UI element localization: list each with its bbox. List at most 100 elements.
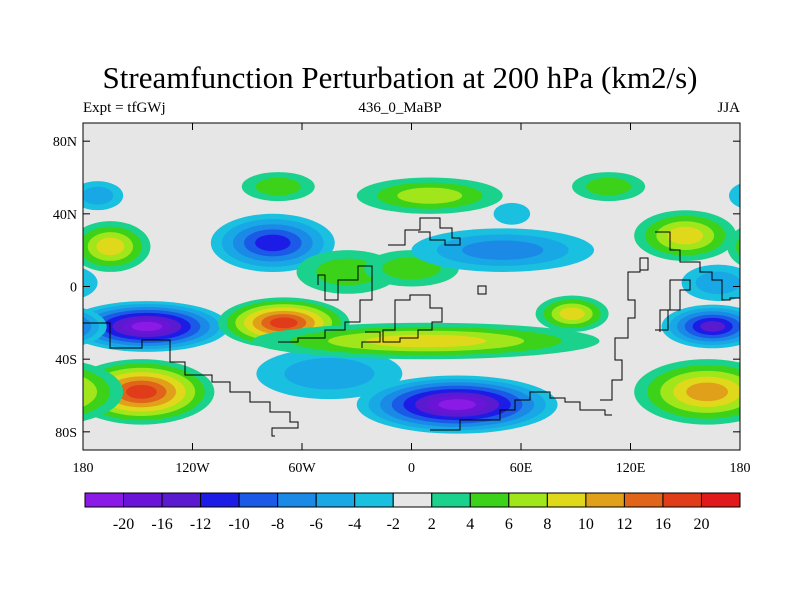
contour-band (438, 399, 476, 410)
colorbar-swatch (84, 492, 125, 508)
plot-title: Streamfunction Perturbation at 200 hPa (… (102, 60, 698, 95)
colorbar-label: -8 (271, 516, 284, 533)
contour-band (745, 232, 790, 261)
contour-band (83, 268, 98, 298)
colorbar-label: 2 (428, 516, 436, 533)
lon-tick-label: 60W (288, 461, 316, 476)
contour-band (686, 382, 729, 402)
lat-tick-label: 0 (70, 281, 77, 296)
experiment-label: Expt = tfGWj (83, 100, 166, 116)
contour-band (586, 177, 632, 196)
colorbar: -20 -16 -12 -10 -8 -6 -4 -2 2 4 6 8 10 12 16 20 (84, 492, 741, 533)
island-2 (639, 257, 649, 271)
colorbar-label: -16 (151, 516, 172, 533)
contour-band (738, 192, 740, 199)
contour-band (695, 271, 740, 295)
contour-band (789, 322, 800, 331)
contour-band (729, 183, 740, 208)
contour-band (269, 317, 298, 329)
contour-band (83, 324, 84, 329)
contour-band (754, 372, 800, 412)
colorbar-swatch (585, 492, 625, 508)
coastline-east-3 (655, 279, 691, 332)
colorbar-label: 20 (693, 516, 709, 533)
colorbar-label: 12 (616, 516, 632, 533)
lon-tick-label: 120E (616, 461, 646, 476)
coastline-africa (361, 331, 381, 348)
contour-band (760, 313, 800, 340)
contour-band (0, 221, 57, 250)
colorbar-label: 4 (466, 516, 474, 533)
contour-band (365, 334, 487, 348)
lat-tick-label: 80N (53, 135, 77, 150)
case-label: 436_0_MaBP (358, 100, 442, 116)
colorbar-swatch (431, 492, 471, 508)
lon-tick-label: 180 (730, 461, 751, 476)
contour-band (10, 227, 46, 245)
contour-band (753, 238, 781, 256)
coastline-europe (382, 294, 443, 343)
contour-band (83, 376, 98, 407)
contour-band (741, 307, 800, 346)
contour-band (397, 187, 463, 204)
colorbar-swatch (662, 492, 702, 508)
colorbar-label: -4 (348, 516, 361, 533)
continent-outlines (83, 217, 740, 437)
contour-band (131, 321, 163, 332)
contour-band (745, 368, 800, 416)
contour-band (255, 177, 301, 196)
contour-band (559, 307, 585, 321)
colorbar-swatch (546, 492, 587, 508)
contour-band (783, 385, 800, 399)
contour-band (700, 321, 726, 332)
colorbar-swatch (469, 492, 510, 508)
lat-tick-label: 40N (53, 208, 77, 223)
map-axes: 80N 40N 0 40S 80S 180 120W 60W 0 60E 120E 180 (53, 123, 751, 476)
contour-band (36, 318, 76, 335)
contour-band (284, 358, 375, 390)
colorbar-swatch (508, 492, 548, 508)
colorbar-label: -20 (113, 516, 134, 533)
contour-band (83, 388, 85, 396)
contour-band (96, 237, 125, 256)
colorbar-label: -12 (190, 516, 211, 533)
contour-band (769, 316, 800, 337)
lon-tick-label: 180 (73, 461, 94, 476)
contour-band (255, 234, 291, 252)
contour-band (667, 226, 704, 245)
colorbar-label: 8 (543, 516, 551, 533)
coastline-central-america (278, 265, 373, 343)
colorbar-swatch (315, 492, 356, 508)
contour-band (779, 319, 800, 334)
contour-band (83, 316, 92, 337)
contour-field (0, 172, 800, 434)
contour-band (382, 257, 441, 280)
colorbar-label: 6 (505, 516, 513, 533)
colorbar-label: 16 (655, 516, 671, 533)
contour-band (43, 321, 68, 332)
colorbar-label: 10 (578, 516, 594, 533)
coastline-east (600, 262, 641, 401)
island-1 (477, 285, 487, 295)
contour-band (316, 258, 380, 286)
colorbar-swatch (123, 492, 163, 508)
colorbar-swatch (161, 492, 202, 508)
contour-band (764, 376, 800, 407)
coastline-north (388, 217, 461, 246)
colorbar-swatch (238, 492, 279, 508)
colorbar-swatch (623, 492, 664, 508)
colorbar-swatch (354, 492, 394, 508)
contour-band (462, 240, 544, 260)
contour-band (493, 202, 531, 225)
lat-tick-label: 40S (55, 353, 77, 368)
contour-band (750, 310, 800, 343)
contour-band (773, 381, 800, 403)
lat-tick-label: 80S (55, 426, 77, 441)
colorbar-label: -2 (387, 516, 400, 533)
contour-band (735, 380, 740, 403)
contour-band (83, 186, 114, 205)
colorbar-label: -10 (228, 516, 249, 533)
coastline-south (430, 391, 612, 431)
colorbar-swatch (700, 492, 741, 508)
